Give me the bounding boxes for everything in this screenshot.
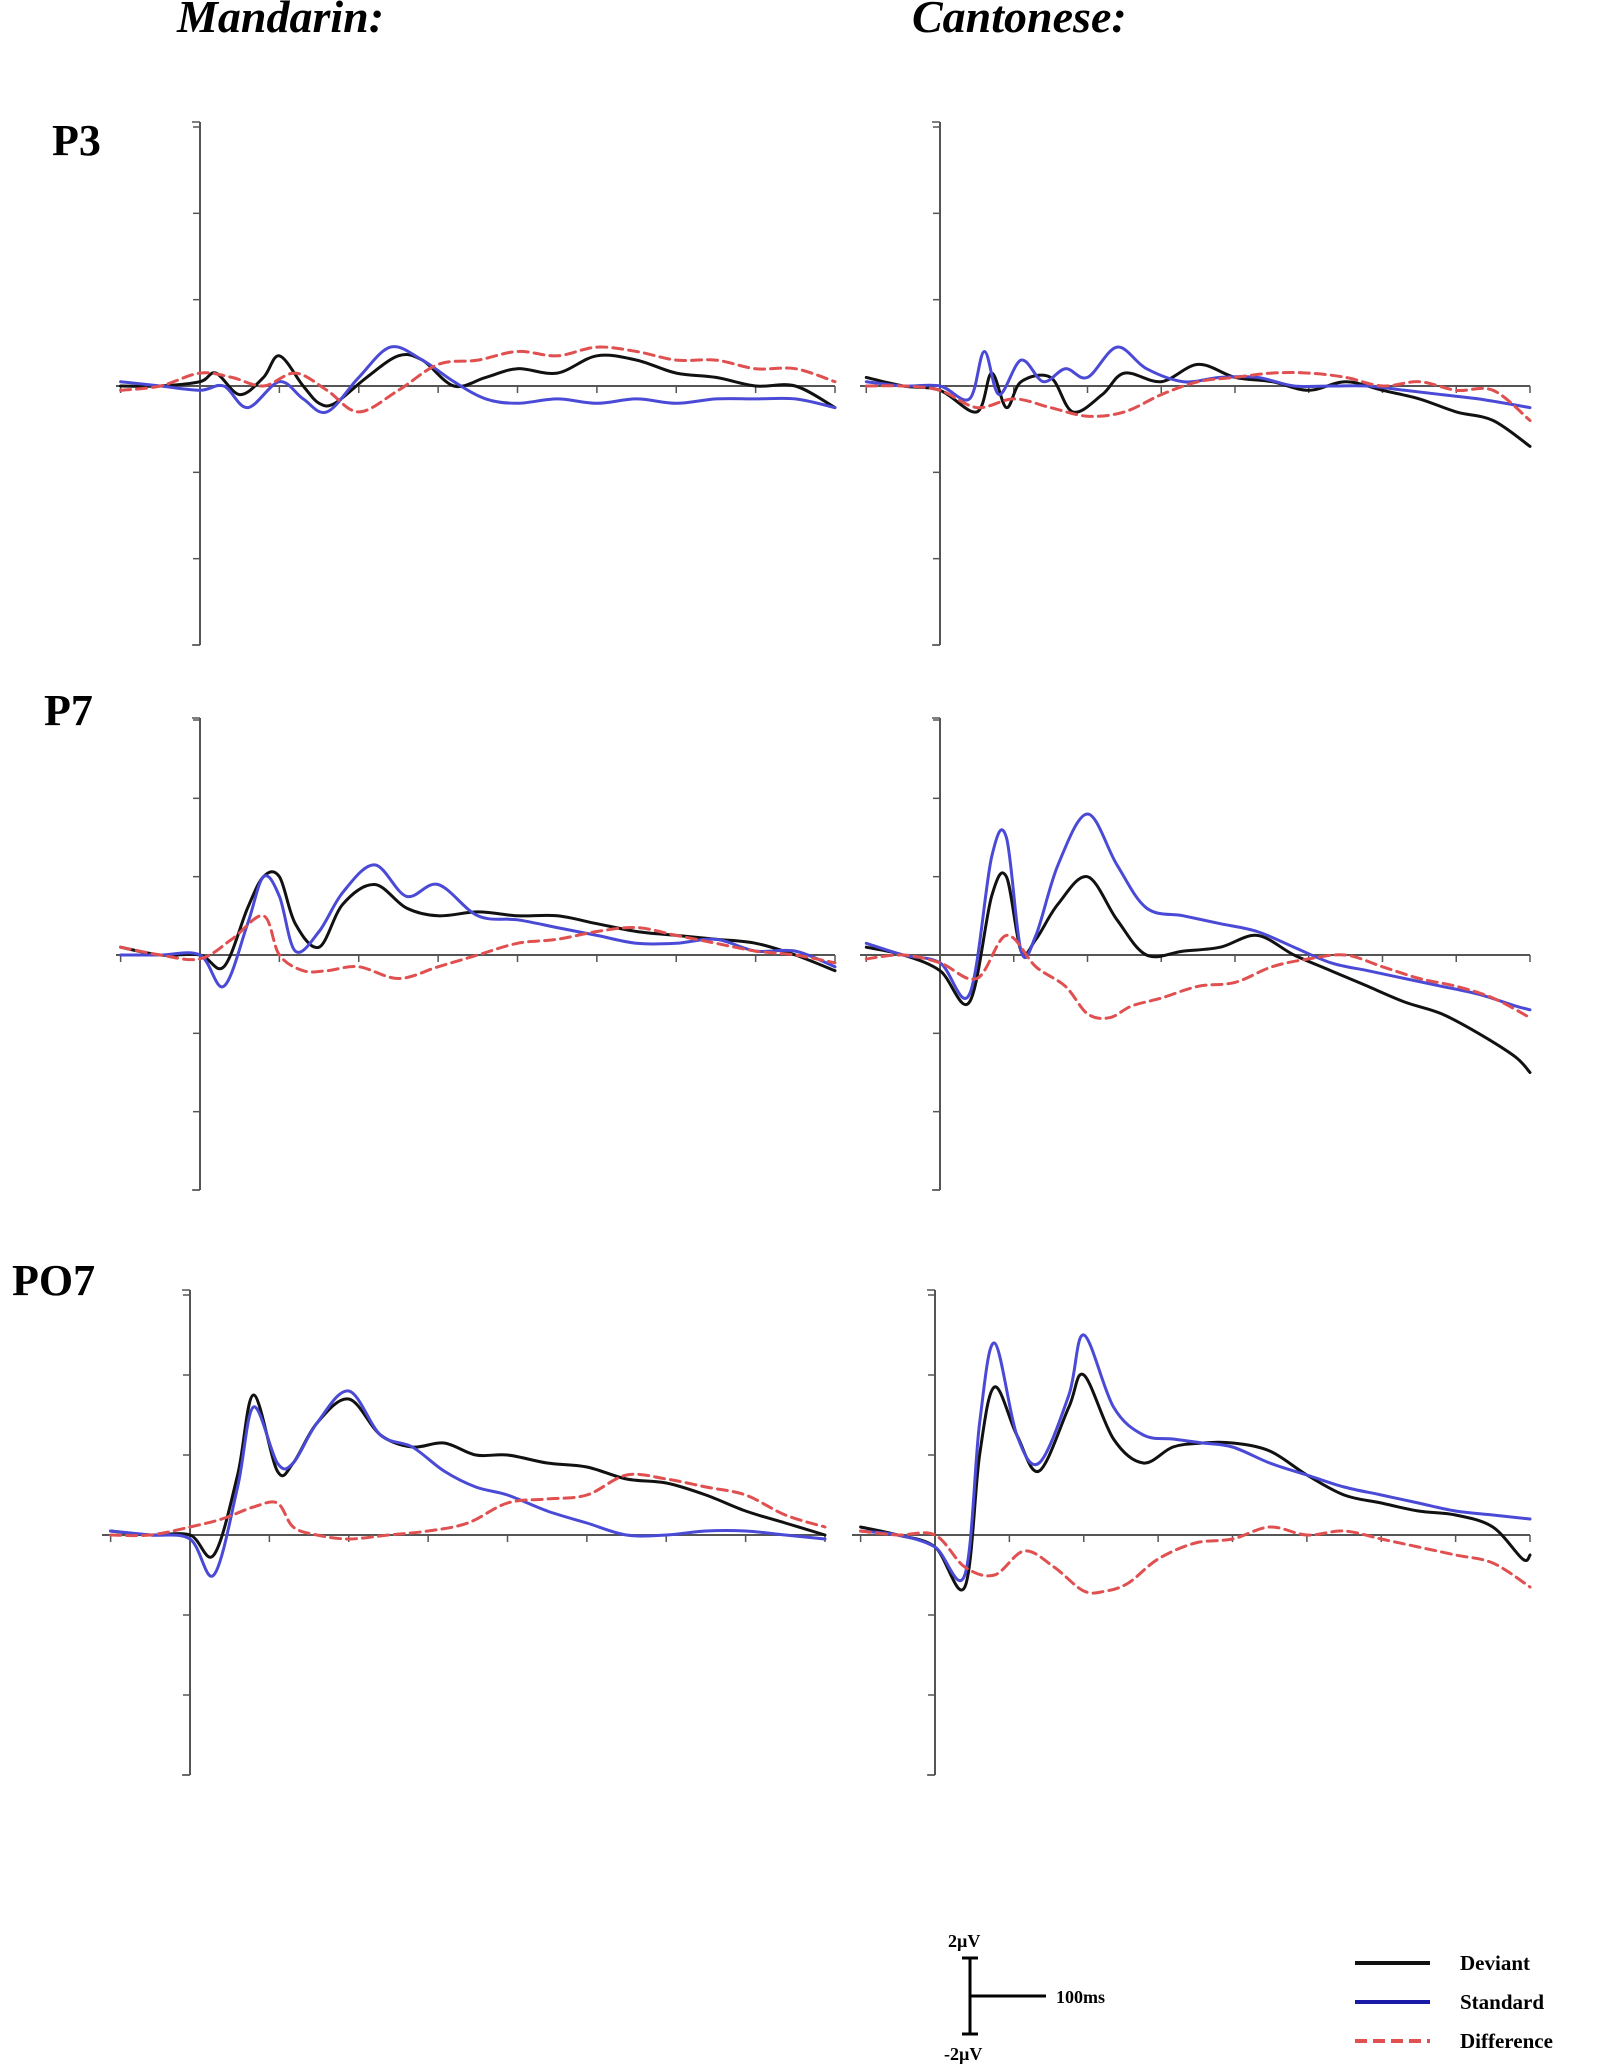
row-label-po7: PO7 — [12, 1256, 95, 1305]
series-line-deviant-mandarin-p3 — [119, 353, 837, 410]
series-line-standard-mandarin-po7 — [109, 1389, 827, 1578]
series-line-deviant-mandarin-po7 — [109, 1393, 827, 1559]
panel-cantonese-p7 — [860, 717, 1532, 1191]
column-title-cantonese: Cantonese: — [912, 0, 1127, 42]
series-line-difference-mandarin-po7 — [109, 1472, 827, 1541]
series-line-difference-cantonese-po7 — [859, 1525, 1532, 1595]
panel-mandarin-p3 — [116, 121, 837, 646]
series-line-standard-cantonese-p7 — [864, 812, 1532, 1012]
series-line-deviant-cantonese-p3 — [864, 362, 1532, 448]
series-line-deviant-cantonese-po7 — [859, 1372, 1532, 1592]
series-line-difference-cantonese-p3 — [864, 371, 1532, 422]
legend-label-standard: Standard — [1460, 1990, 1544, 2014]
series-line-standard-mandarin-p7 — [119, 863, 837, 989]
series-line-difference-mandarin-p3 — [119, 345, 837, 414]
scale-time-label: 100ms — [1056, 1987, 1105, 2007]
legend-label-deviant: Deviant — [1460, 1951, 1530, 1975]
legend: Deviant Standard Difference — [1355, 1951, 1553, 2053]
series-line-difference-cantonese-p7 — [864, 933, 1532, 1020]
scale-bottom-label: -2µV — [944, 2044, 982, 2064]
column-title-mandarin: Mandarin: — [176, 0, 384, 42]
series-line-difference-mandarin-p7 — [119, 914, 837, 980]
row-label-p3: P3 — [52, 116, 101, 165]
series-line-standard-cantonese-p3 — [864, 345, 1532, 410]
series-line-standard-mandarin-p3 — [119, 345, 837, 415]
scale-top-label: 2µV — [948, 1931, 980, 1951]
panel-cantonese-po7 — [852, 1289, 1532, 1776]
scale-bar: 2µV -2µV 100ms — [944, 1931, 1105, 2064]
legend-label-difference: Difference — [1460, 2029, 1553, 2053]
erp-panels — [102, 121, 1532, 1776]
series-line-deviant-cantonese-p7 — [864, 871, 1532, 1074]
row-label-p7: P7 — [44, 686, 93, 735]
panel-cantonese-p3 — [860, 121, 1532, 646]
panel-mandarin-p7 — [116, 717, 837, 1191]
panel-mandarin-po7 — [102, 1289, 827, 1776]
series-line-standard-cantonese-po7 — [859, 1333, 1532, 1583]
